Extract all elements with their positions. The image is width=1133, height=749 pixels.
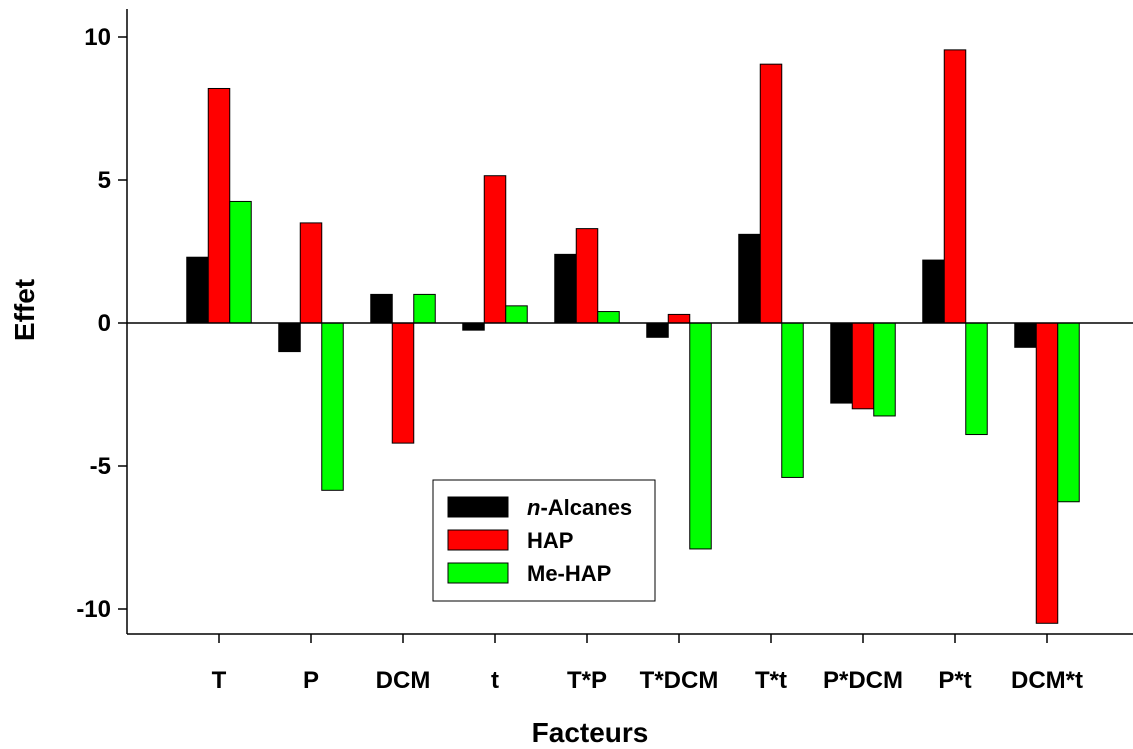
legend: n-Alcanes HAP Me-HAP bbox=[432, 479, 656, 602]
bar-me-hap-txt bbox=[781, 322, 804, 478]
legend-label-hap: HAP bbox=[527, 528, 573, 553]
y-tick-label: 10 bbox=[84, 24, 111, 51]
x-ticks: T P DCM t T*P T*DCM T*t P*DCM P*t DCM*t bbox=[212, 634, 1083, 694]
x-tick-label: P bbox=[303, 667, 319, 694]
x-tick-label: t bbox=[491, 667, 499, 694]
x-axis-title: Facteurs bbox=[532, 717, 649, 748]
bar-n-alcanes-pxt bbox=[922, 259, 945, 324]
legend-swatch-me-hap bbox=[447, 562, 509, 584]
bar-me-hap-dcm bbox=[413, 293, 436, 324]
y-tick-label: -10 bbox=[76, 596, 111, 623]
bars-group bbox=[186, 49, 1080, 624]
x-tick-label: DCM*t bbox=[1011, 667, 1083, 694]
bar-me-hap-t bbox=[505, 305, 528, 324]
legend-label-n-alcanes: n-Alcanes bbox=[527, 495, 632, 520]
bar-n-alcanes-t bbox=[186, 256, 209, 324]
bar-hap-t bbox=[207, 87, 231, 324]
x-tick-label: T*P bbox=[567, 667, 607, 694]
bar-n-alcanes-txp bbox=[554, 253, 577, 324]
bar-hap-txdcm bbox=[667, 313, 691, 324]
bar-hap-txp bbox=[575, 228, 599, 324]
y-tick-label: 0 bbox=[98, 310, 111, 337]
legend-label-n-alcanes-rest: -Alcanes bbox=[540, 495, 632, 520]
bar-n-alcanes-t bbox=[462, 322, 485, 331]
bar-n-alcanes-pxdcm bbox=[830, 322, 853, 404]
bar-hap-txt bbox=[759, 63, 783, 324]
bar-me-hap-txdcm bbox=[689, 322, 712, 550]
x-tick-label: T*t bbox=[755, 667, 787, 694]
axes bbox=[126, 9, 1133, 635]
y-axis-title: Effet bbox=[9, 279, 40, 341]
bar-n-alcanes-txdcm bbox=[646, 322, 669, 338]
bar-hap-dcmxt bbox=[1035, 322, 1059, 624]
bar-hap-pxt bbox=[943, 49, 967, 324]
y-tick-label: 5 bbox=[98, 167, 111, 194]
legend-label-n-alcanes-italic: n bbox=[527, 495, 540, 520]
bar-me-hap-p bbox=[321, 322, 344, 491]
bar-n-alcanes-dcmxt bbox=[1014, 322, 1037, 348]
bar-hap-p bbox=[299, 222, 323, 324]
bar-me-hap-pxdcm bbox=[873, 322, 896, 417]
x-tick-label: P*DCM bbox=[823, 667, 903, 694]
bar-hap-dcm bbox=[391, 322, 415, 444]
bar-hap-pxdcm bbox=[851, 322, 875, 410]
bar-me-hap-dcmxt bbox=[1057, 322, 1080, 503]
bar-n-alcanes-dcm bbox=[370, 293, 393, 324]
x-tick-label: DCM bbox=[376, 667, 431, 694]
bar-me-hap-txp bbox=[597, 311, 620, 324]
legend-swatch-n-alcanes bbox=[447, 496, 509, 518]
bar-n-alcanes-txt bbox=[738, 233, 761, 324]
bar-me-hap-pxt bbox=[965, 322, 988, 436]
legend-swatch-hap bbox=[447, 529, 509, 551]
x-tick-label: T bbox=[212, 667, 227, 694]
x-tick-label: T*DCM bbox=[640, 667, 719, 694]
bar-n-alcanes-p bbox=[278, 322, 301, 353]
x-tick-label: P*t bbox=[938, 667, 971, 694]
legend-label-me-hap: Me-HAP bbox=[527, 561, 611, 586]
bar-hap-t bbox=[483, 175, 507, 324]
bar-me-hap-t bbox=[229, 200, 252, 324]
y-tick-label: -5 bbox=[90, 453, 111, 480]
y-ticks: -10 -5 0 5 10 bbox=[76, 24, 127, 623]
